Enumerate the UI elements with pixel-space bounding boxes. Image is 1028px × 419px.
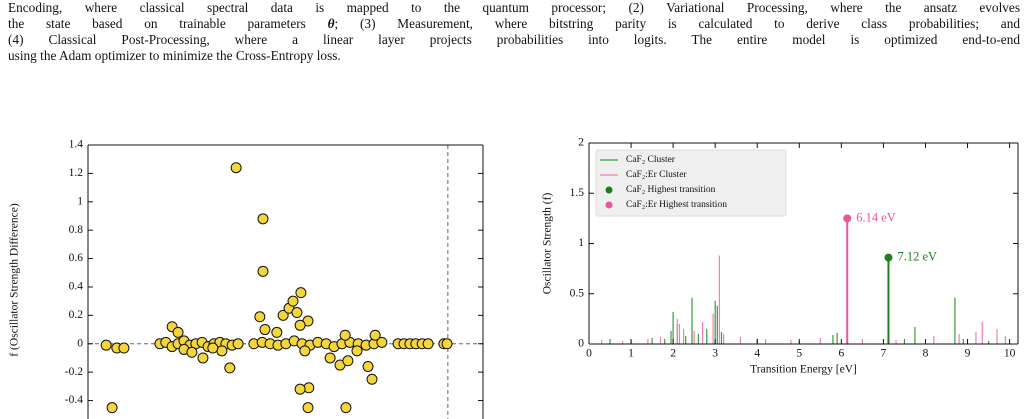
point-label: 7.12 eV: [897, 249, 937, 263]
y-tick-label: 0.4: [69, 281, 84, 293]
text-line: Encoding, where classical spectral data …: [8, 0, 1020, 15]
scatter-point: [172, 326, 184, 338]
scatter-point: [342, 355, 354, 367]
legend-label: CaF₂ Cluster: [626, 155, 676, 165]
scatter-point: [324, 352, 336, 364]
x-tick-label: 1: [628, 348, 634, 360]
scatter-point: [294, 319, 306, 331]
y-tick-label: 0: [578, 338, 584, 350]
legend-label: CaF₂:Er Highest transition: [626, 200, 727, 210]
symbol: θ: [327, 16, 335, 31]
scatter-point: [277, 309, 289, 321]
x-tick-label: 7: [881, 348, 887, 360]
scatter-point: [441, 338, 453, 350]
x-tick-label: 3: [712, 348, 718, 360]
x-tick-label: 6: [838, 348, 844, 360]
scatter-point: [339, 329, 351, 341]
scatter-point: [369, 329, 381, 341]
y-tick-label: 1: [578, 237, 584, 249]
legend-marker: [605, 201, 613, 209]
scatter-point: [351, 345, 363, 357]
scatter-point: [254, 311, 266, 323]
scatter-point: [422, 338, 434, 350]
paragraph: Encoding, where classical spectral data …: [8, 0, 1020, 64]
x-tick-label: 8: [923, 348, 929, 360]
scatter-point: [299, 345, 311, 357]
y-tick-label: 0.8: [69, 224, 84, 236]
scatter-point: [224, 362, 236, 374]
scatter-point: [186, 346, 198, 358]
plot-area: [88, 145, 483, 419]
y-tick-label: 0.2: [69, 309, 84, 321]
scatter-point: [294, 383, 306, 395]
scatter-point: [106, 402, 118, 414]
y-tick-label: 1.4: [69, 139, 84, 151]
scatter-point: [259, 324, 271, 336]
y-tick-label: 1.2: [69, 167, 84, 179]
x-axis-label: Transition Energy [eV]: [750, 364, 857, 376]
y-tick-label: -0.4: [65, 394, 83, 406]
scatter-point: [257, 213, 269, 225]
y-tick-label: -0.2: [65, 366, 83, 378]
scatter-point: [295, 287, 307, 299]
scatter-point: [118, 342, 130, 354]
y-tick-label: 0.6: [69, 252, 84, 264]
legend-marker: [605, 186, 613, 194]
scatter-point: [271, 326, 283, 338]
x-tick-label: 5: [796, 348, 802, 360]
highlight-point: [843, 214, 852, 223]
legend-box: [595, 149, 787, 217]
scatter-point: [362, 360, 374, 372]
x-tick-label: 0: [586, 348, 592, 360]
text-line: using the Adam optimizer to minimize the…: [8, 48, 341, 63]
scatter-point: [216, 345, 228, 357]
y-tick-label: 0: [77, 337, 83, 349]
scatter-point: [366, 373, 378, 385]
scatter-point: [232, 338, 244, 350]
x-tick-label: 4: [754, 348, 760, 360]
text-line: the state based on trainable parameters …: [8, 16, 1020, 32]
legend-label: CaF₂ Highest transition: [626, 185, 716, 195]
scatter-point: [376, 336, 388, 348]
scatter-point: [257, 265, 269, 277]
text-line: (4) Classical Post-Processing, where a l…: [8, 32, 1020, 47]
x-tick-label: 2: [670, 348, 676, 360]
y-axis-label: Oscillator Strength (f): [542, 193, 554, 295]
y-tick-label: 2: [578, 137, 584, 149]
text-span: the state based on trainable parameters: [8, 16, 328, 31]
scatter-point: [197, 352, 209, 364]
scatter-point: [340, 402, 352, 414]
x-tick-label: 9: [965, 348, 971, 360]
text-span: ; (3) Measurement, where bitstring parit…: [334, 16, 1020, 31]
scatter-point: [100, 339, 112, 351]
plot-area: [601, 214, 1006, 344]
y-tick-label: 0.5: [570, 287, 585, 299]
x-tick-label: 10: [1004, 348, 1016, 360]
scatter-point: [287, 295, 299, 307]
highlight-point: [884, 253, 893, 262]
scatter-point: [302, 402, 314, 414]
scatter-point: [207, 342, 219, 354]
scatter-point: [291, 307, 303, 319]
y-tick-label: 1: [77, 195, 83, 207]
y-tick-label: 1.5: [570, 187, 585, 199]
scatter-point: [230, 162, 242, 174]
y-axis-label: f (Oscillator Strength Difference): [9, 203, 21, 357]
legend-label: CaF₂:Er Cluster: [626, 170, 687, 180]
point-label: 6.14 eV: [856, 210, 896, 224]
